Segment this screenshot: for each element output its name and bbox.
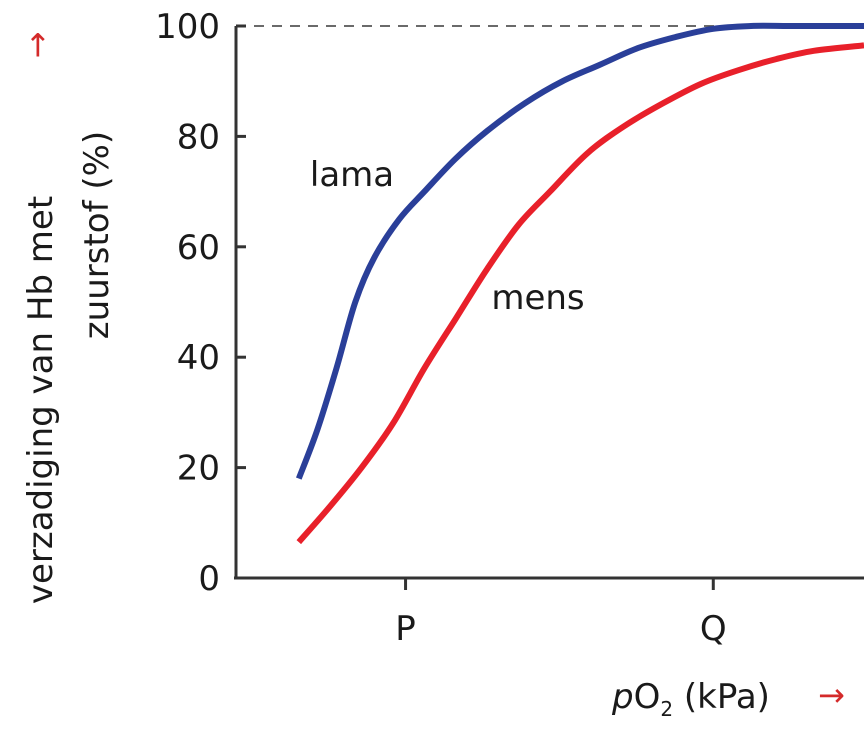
- y-tick-label-80: 80: [177, 117, 220, 157]
- y-axis-ticks: 0 20 40 60 80 100: [155, 7, 246, 599]
- series-line-mens: [296, 42, 864, 545]
- x-tick-label-Q: Q: [700, 609, 727, 649]
- y-tick-label-20: 20: [177, 449, 220, 489]
- series-line-lama: [295, 22, 864, 480]
- y-axis-title-line2: zuurstof (%): [77, 131, 117, 339]
- y-tick-label-0: 0: [198, 559, 220, 599]
- series-label-lama: lama: [310, 155, 394, 195]
- y-axis-title-2: zuurstof (%): [77, 131, 117, 339]
- x-axis-title-italic: p: [611, 677, 634, 717]
- y-tick-label-100: 100: [155, 7, 220, 47]
- y-tick-label-60: 60: [177, 228, 220, 268]
- y-axis-title: verzadiging van Hb met →: [18, 32, 61, 605]
- x-axis-title-unit: (kPa): [673, 677, 770, 717]
- x-axis-title-sub: 2: [660, 697, 673, 721]
- x-tick-label-P: P: [395, 609, 416, 649]
- series-label-mens: mens: [491, 278, 584, 318]
- y-tick-label-40: 40: [177, 338, 220, 378]
- y-axis-title-line1: verzadiging van Hb met: [21, 196, 61, 604]
- x-axis-arrow-icon: →: [818, 676, 845, 714]
- x-axis-title-text: pO2 (kPa): [611, 677, 770, 721]
- x-axis-title: pO2 (kPa) →: [611, 676, 845, 721]
- series-group: [295, 22, 864, 545]
- y-axis-arrow-icon: →: [18, 32, 56, 59]
- x-axis-title-main: O: [634, 677, 661, 717]
